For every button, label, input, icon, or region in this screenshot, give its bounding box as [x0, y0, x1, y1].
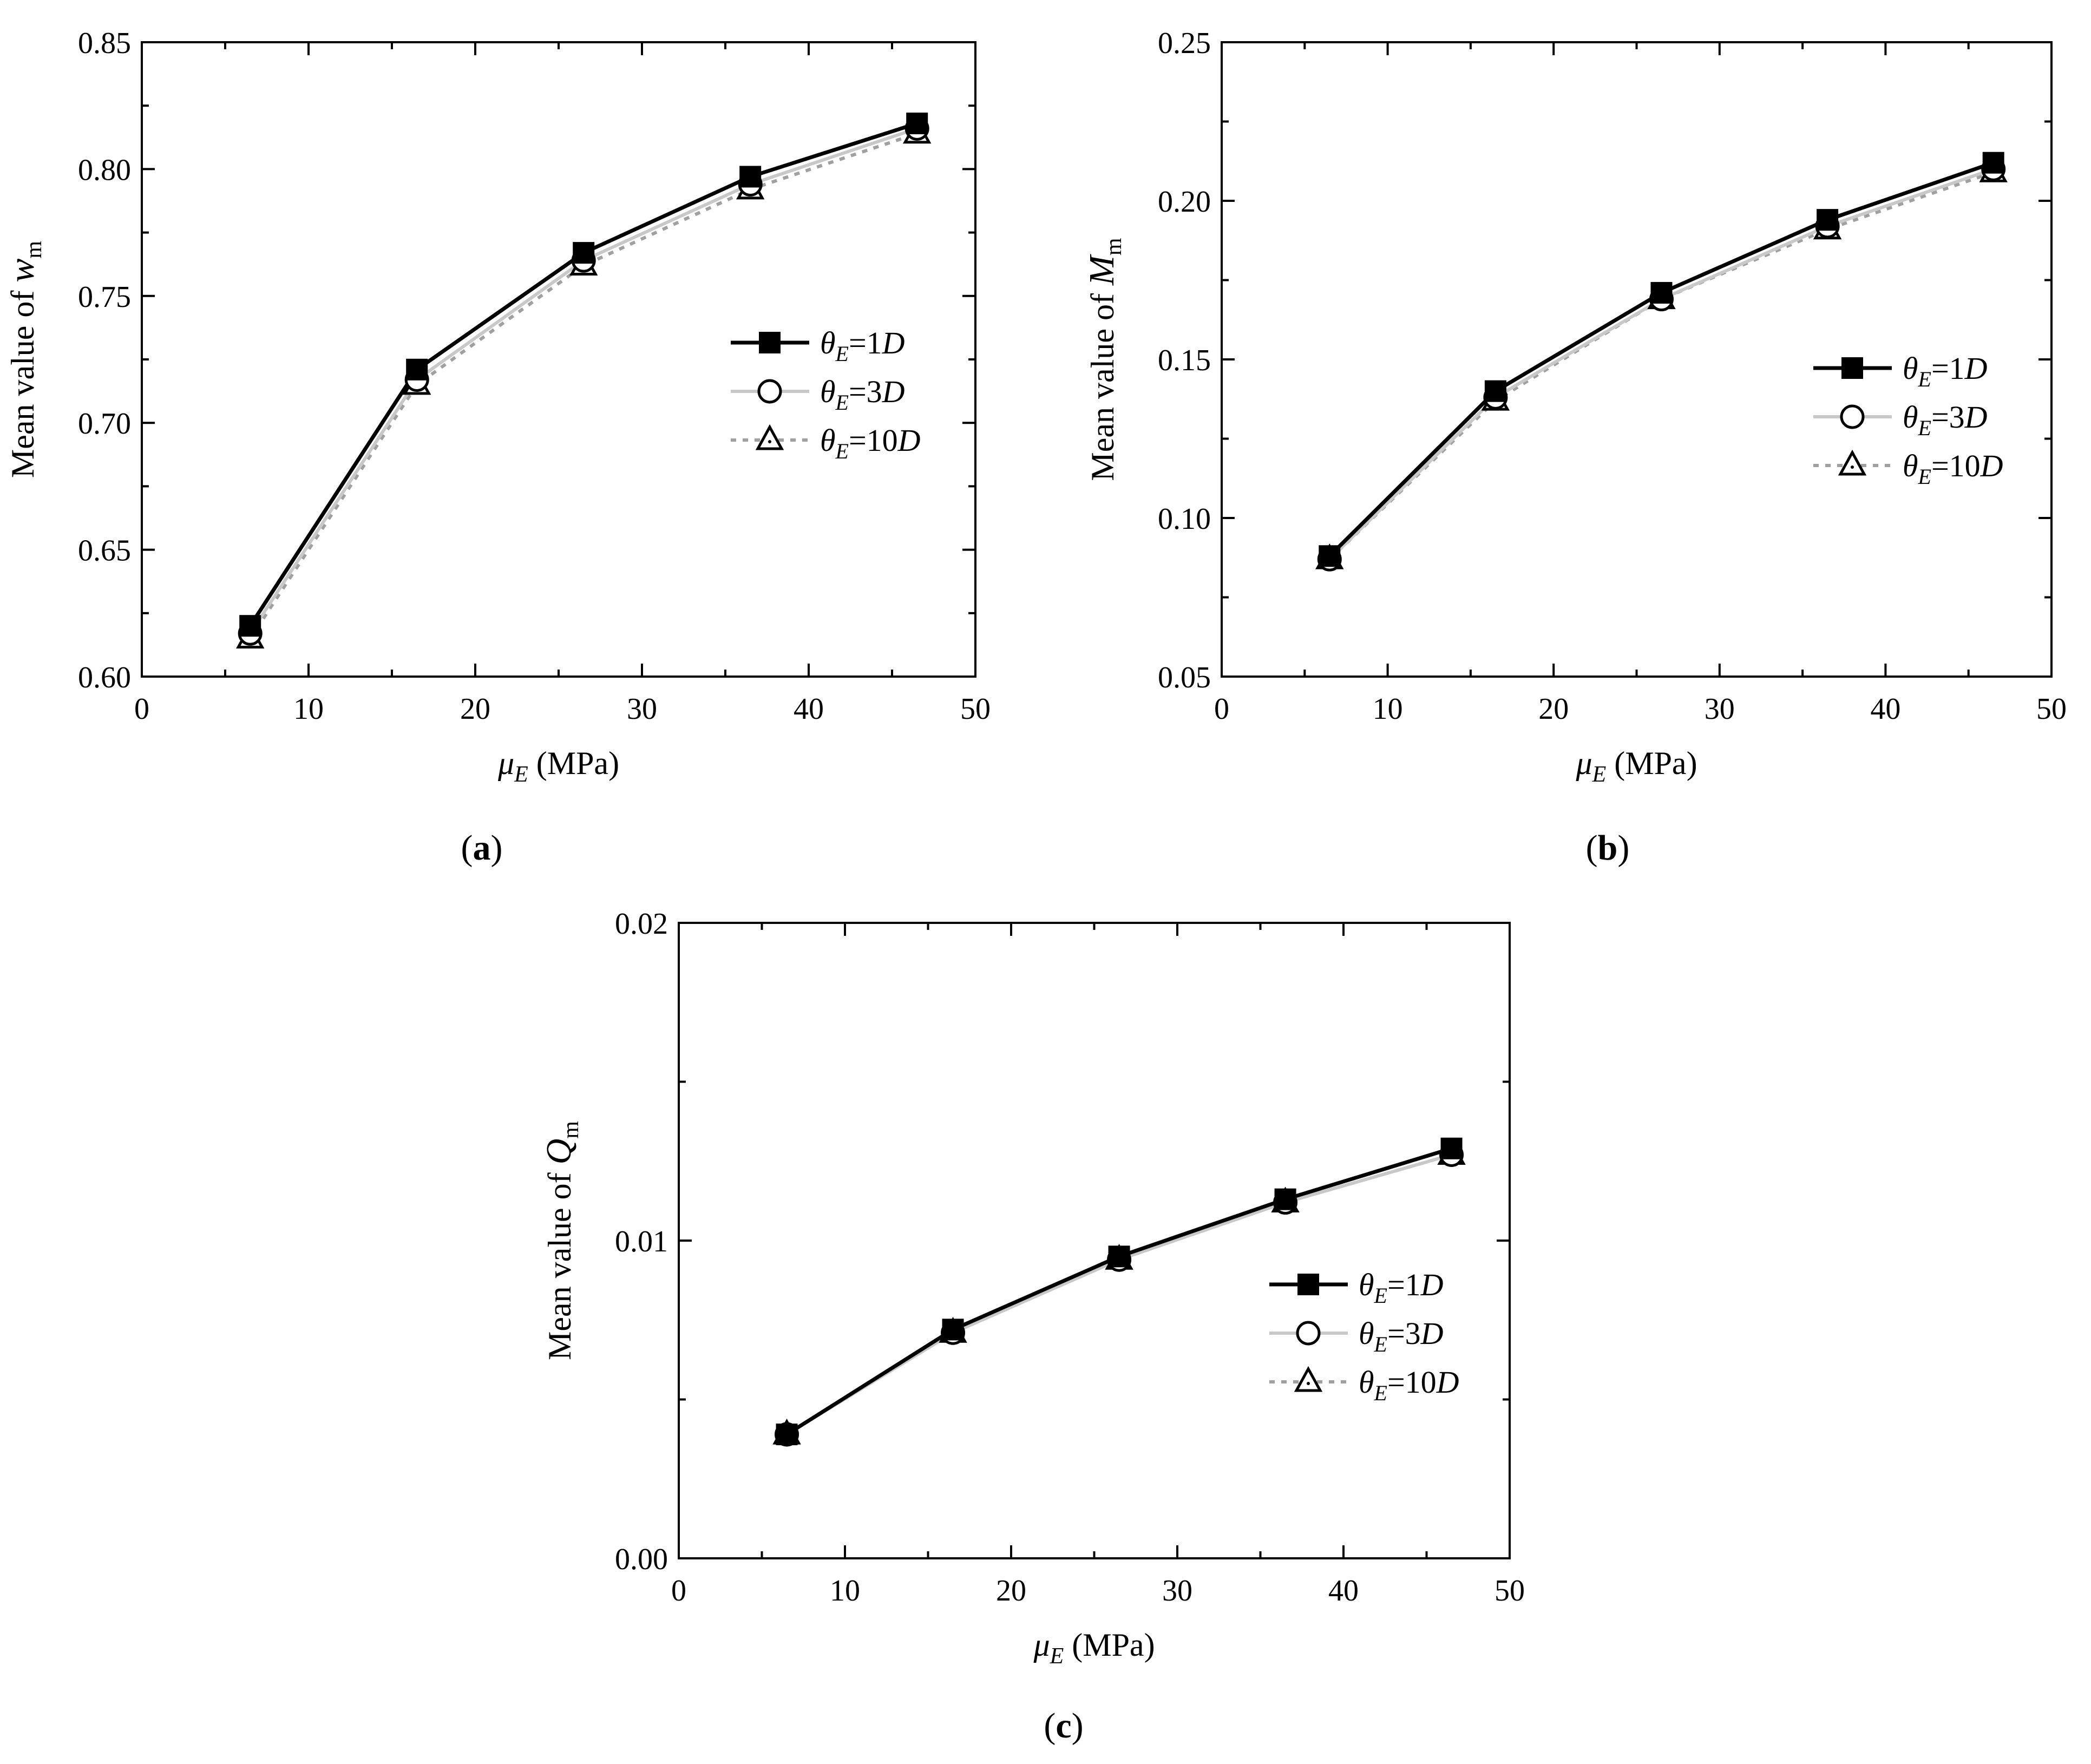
x-tick-label: 30	[627, 692, 657, 726]
series-line	[785, 1153, 1452, 1436]
x-tick-label: 20	[460, 692, 490, 726]
legend-marker-triangle	[755, 424, 784, 450]
series-line	[1328, 171, 1994, 561]
legend-marker-circle	[1840, 404, 1865, 429]
legend-label: θE=3D	[1359, 1316, 1444, 1356]
data-point-square	[406, 358, 428, 381]
x-tick-label: 10	[1373, 692, 1403, 726]
series-line	[785, 1146, 1452, 1437]
y-tick-label: 0.20	[1158, 185, 1211, 219]
data-point-square	[739, 166, 762, 188]
panel-label: (a)	[461, 828, 503, 868]
legend-marker-square	[759, 332, 781, 353]
x-tick-label: 10	[293, 692, 324, 726]
legend-marker-triangle-dot	[768, 440, 771, 443]
legend-label: θE=1D	[820, 325, 905, 366]
data-point-square	[906, 113, 928, 135]
data-point-square	[1274, 1188, 1296, 1210]
data-point-square	[1319, 545, 1341, 567]
x-tick-label: 50	[960, 692, 991, 726]
y-axis-label: Mean value of Qm	[539, 1121, 584, 1360]
y-tick-label: 0.01	[615, 1225, 668, 1258]
x-tick-label: 30	[1705, 692, 1735, 726]
series-line	[248, 127, 918, 634]
x-tick-label: 40	[794, 692, 824, 726]
y-tick-label: 0.25	[1158, 27, 1211, 60]
series-line	[785, 1153, 1452, 1436]
series-line	[248, 132, 918, 640]
x-tick-label: 50	[1494, 1574, 1525, 1608]
legend-label: θE=10D	[1359, 1365, 1459, 1405]
legend-marker-triangle-dot	[1307, 1382, 1310, 1385]
data-point-square	[942, 1319, 964, 1341]
legend-marker-circle	[757, 379, 782, 404]
y-tick-label: 0.85	[78, 27, 131, 60]
legend-label: θE=3D	[1903, 399, 1988, 440]
data-point-square	[776, 1424, 798, 1446]
data-point-square	[239, 615, 261, 637]
data-point-square	[1817, 209, 1839, 231]
legend-marker-square	[1841, 357, 1863, 379]
plot-frame	[678, 922, 1511, 1559]
x-axis-label: μE (MPa)	[497, 745, 619, 787]
legend-marker-triangle	[1838, 449, 1867, 476]
legend-marker-triangle-dot	[1851, 465, 1854, 469]
data-point-square	[1982, 152, 2004, 174]
panel-label: (b)	[1586, 828, 1630, 868]
series-line	[248, 121, 918, 627]
chart-panel-1: 0 10 20 30 40 50 0.05 0.10 0.15 0.20 0.25 μE (MPa) M…	[1082, 27, 2067, 868]
chart-panel-0: 0 10 20 30 40 50 0.60 0.65 0.70 0.75 0.80 0.85 μE (M…	[2, 27, 991, 868]
x-tick-label: 0	[134, 692, 149, 726]
y-axis-label: Mean value of Mm	[1082, 238, 1126, 481]
y-tick-label: 0.10	[1158, 502, 1211, 536]
x-tick-label: 40	[1328, 1574, 1359, 1608]
y-tick-label: 0.15	[1158, 344, 1211, 377]
y-tick-label: 0.05	[1158, 661, 1211, 694]
data-point-square	[1484, 380, 1506, 402]
legend-marker-square	[1297, 1274, 1319, 1295]
y-axis-label: Mean value of wm	[2, 241, 47, 478]
data-point-square	[573, 242, 595, 264]
y-tick-label: 0.02	[615, 907, 668, 941]
x-tick-label: 0	[671, 1574, 686, 1608]
data-point-square	[1440, 1137, 1463, 1159]
legend-label: θE=3D	[820, 374, 905, 415]
x-tick-label: 20	[1538, 692, 1569, 726]
x-tick-label: 30	[1162, 1574, 1192, 1608]
legend-label: θE=1D	[1903, 351, 1988, 391]
legend-label: θE=10D	[1903, 448, 2003, 489]
series-line	[1328, 167, 1994, 561]
legend-marker-circle	[1296, 1321, 1321, 1346]
y-tick-label: 0.65	[78, 534, 131, 568]
data-point-square	[1650, 281, 1673, 304]
legend-label: θE=10D	[820, 423, 921, 463]
plot-frame	[1221, 41, 2053, 678]
x-tick-label: 0	[1214, 692, 1229, 726]
y-tick-label: 0.00	[615, 1543, 668, 1576]
x-tick-label: 10	[830, 1574, 860, 1608]
y-tick-label: 0.60	[78, 661, 131, 694]
panel-label: (c)	[1044, 1706, 1083, 1746]
x-tick-label: 50	[2036, 692, 2067, 726]
x-axis-label: μE (MPa)	[1033, 1627, 1155, 1669]
y-tick-label: 0.80	[78, 153, 131, 187]
data-point-square	[1108, 1245, 1130, 1268]
x-tick-label: 20	[996, 1574, 1026, 1608]
y-tick-label: 0.70	[78, 407, 131, 441]
x-tick-label: 40	[1870, 692, 1900, 726]
y-tick-label: 0.75	[78, 280, 131, 314]
series-line	[1328, 161, 1994, 558]
legend-label: θE=1D	[1359, 1267, 1444, 1308]
legend-marker-triangle	[1294, 1366, 1323, 1392]
x-axis-label: μE (MPa)	[1575, 745, 1697, 787]
chart-panel-2: 0 10 20 30 40 50 0.00 0.01 0.02 μE (MPa) Mean valu…	[539, 907, 1525, 1746]
